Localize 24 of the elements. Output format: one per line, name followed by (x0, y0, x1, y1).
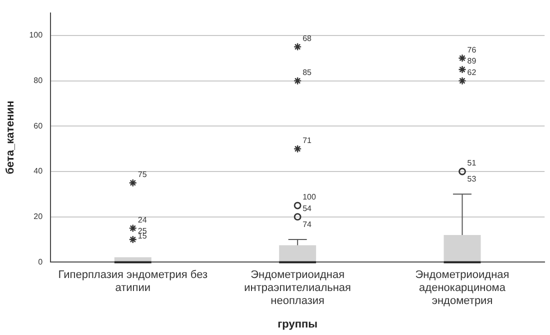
y-tick-label: 20 (34, 212, 44, 222)
annotation: 75 (138, 170, 148, 180)
annotation: 68 (302, 34, 312, 44)
y-tick-label: 60 (34, 121, 44, 130)
x-tick-label: Эндометриоидная интраэпителиальная неоплазия (244, 268, 352, 308)
annotation: 74 (302, 220, 312, 230)
x-tick-label: Эндометриоидная аденокарцинома эндометрия (415, 268, 510, 308)
annotation: 85 (302, 68, 312, 78)
x-axis-title: группы (278, 318, 318, 330)
y-axis-title: бета_катенин (4, 100, 17, 174)
annotation: 53 (467, 174, 477, 184)
annotation: 89 (467, 56, 477, 66)
y-tick-label: 0 (38, 257, 44, 266)
annotation: 76 (467, 45, 477, 54)
annotation: 62 (467, 68, 477, 78)
annotation: 51 (467, 158, 477, 168)
x-tick-label: Гиперплазия эндометрия без атипии (58, 268, 208, 294)
y-tick-label: 80 (34, 76, 44, 86)
annotation: 54 (302, 204, 312, 214)
y-tick-label: 100 (29, 30, 44, 40)
annotation: 100 (302, 192, 316, 202)
annotation: 71 (302, 136, 312, 146)
annotation: 24 (138, 215, 148, 224)
y-tick-label: 40 (34, 166, 44, 176)
